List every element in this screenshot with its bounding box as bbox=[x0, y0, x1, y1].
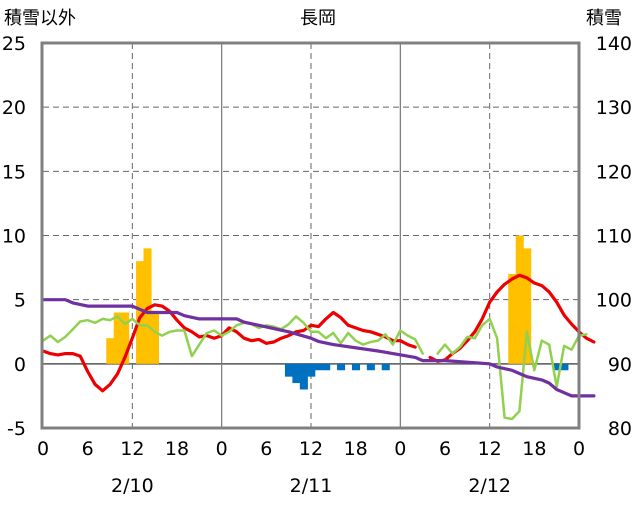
bar-positive bbox=[150, 312, 159, 364]
y-tick-right: 80 bbox=[608, 418, 632, 440]
right-tick-labels: 80 90 100 110 120 130 140 bbox=[596, 33, 632, 440]
bar-negative bbox=[292, 363, 301, 384]
y-tick-right: 130 bbox=[596, 97, 632, 119]
y-tick-left: 5 bbox=[14, 290, 26, 312]
x-tick: 6 bbox=[82, 438, 94, 460]
x-tick-labels: 0 6 12 18 0 6 12 18 0 6 12 18 0 bbox=[37, 438, 585, 460]
y-tick-left: -5 bbox=[7, 418, 26, 440]
bar-negative bbox=[381, 363, 390, 371]
bar-positive bbox=[508, 274, 517, 364]
bar-positive bbox=[523, 248, 532, 364]
bar-positive bbox=[106, 338, 115, 364]
y-tick-right: 100 bbox=[596, 290, 632, 312]
bar-negative bbox=[560, 363, 569, 371]
chart-title: 長岡 bbox=[300, 8, 336, 29]
day-label: 2/11 bbox=[290, 475, 333, 497]
bar-negative bbox=[322, 363, 331, 371]
bar-negative bbox=[337, 363, 346, 371]
bar-negative bbox=[552, 363, 561, 371]
x-tick: 12 bbox=[299, 438, 323, 460]
x-tick: 18 bbox=[165, 438, 189, 460]
y-tick-left: 25 bbox=[2, 33, 26, 55]
bar-positive bbox=[121, 312, 130, 364]
bar-negative bbox=[307, 363, 316, 377]
x-tick: 0 bbox=[216, 438, 228, 460]
y-tick-left: 0 bbox=[14, 354, 26, 376]
x-tick: 18 bbox=[522, 438, 546, 460]
bar-negative bbox=[299, 363, 308, 390]
series-line-red bbox=[41, 303, 417, 393]
x-tick: 18 bbox=[344, 438, 368, 460]
day-label: 2/10 bbox=[111, 475, 154, 497]
x-tick: 0 bbox=[573, 438, 585, 460]
y-tick-left: 15 bbox=[2, 161, 26, 183]
bar-positive bbox=[136, 261, 145, 364]
plot-frame bbox=[40, 41, 581, 430]
bar-negative bbox=[366, 363, 375, 371]
x-tick: 12 bbox=[120, 438, 144, 460]
bar-negative bbox=[314, 363, 323, 371]
bars bbox=[106, 235, 569, 390]
right-axis-title: 積雪 bbox=[586, 8, 622, 29]
bar-positive bbox=[143, 248, 152, 364]
left-axis-title: 積雪以外 bbox=[4, 8, 76, 29]
lines bbox=[41, 273, 596, 421]
y-tick-right: 140 bbox=[596, 33, 632, 55]
bar-negative bbox=[351, 363, 360, 371]
y-tick-left: 20 bbox=[2, 97, 26, 119]
y-tick-right: 110 bbox=[596, 226, 632, 248]
series-line-green bbox=[436, 317, 588, 421]
series-line-purple bbox=[41, 298, 596, 398]
x-tick: 0 bbox=[394, 438, 406, 460]
series-line-green bbox=[41, 315, 424, 358]
bar-positive bbox=[113, 312, 122, 364]
x-tick: 0 bbox=[37, 438, 49, 460]
bar-positive bbox=[515, 235, 524, 364]
y-tick-right: 90 bbox=[608, 354, 632, 376]
day-label: 2/12 bbox=[468, 475, 511, 497]
x-tick: 6 bbox=[439, 438, 451, 460]
x-tick: 6 bbox=[260, 438, 272, 460]
y-tick-right: 120 bbox=[596, 161, 632, 183]
x-tick: 12 bbox=[478, 438, 502, 460]
y-tick-left: 10 bbox=[2, 226, 26, 248]
day-labels: 2/10 2/11 2/12 bbox=[111, 475, 511, 497]
bar-negative bbox=[284, 363, 293, 377]
left-tick-labels: -5 0 5 10 15 20 25 bbox=[2, 33, 26, 440]
